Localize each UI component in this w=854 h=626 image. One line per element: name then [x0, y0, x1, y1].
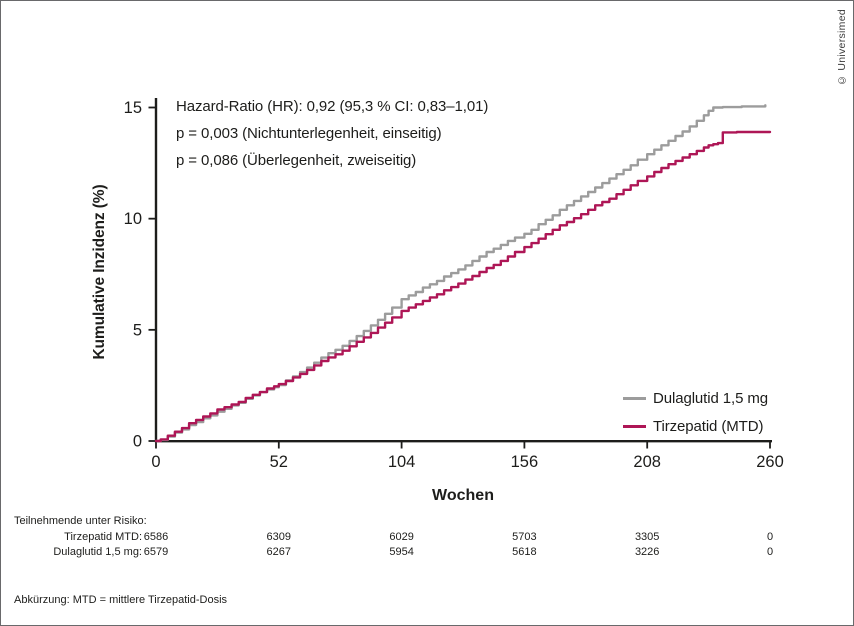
x-axis-tick-label: 0	[151, 453, 160, 471]
risk-table-title: Teilnehmende unter Risiko:	[14, 515, 147, 527]
x-axis-tick-label: 52	[270, 453, 288, 471]
x-axis-title: Wochen	[432, 487, 494, 504]
dulaglutid-line-swatch	[623, 396, 646, 400]
y-axis-tick-label: 10	[124, 210, 142, 228]
p-value-superiority-text: p = 0,086 (Überlegenheit, zweiseitig)	[176, 152, 417, 169]
stats-annotation: Hazard-Ratio (HR): 0,92 (95,3 % CI: 0,83…	[176, 93, 488, 174]
y-axis-tick-label: 0	[133, 433, 142, 451]
risk-value: 6586	[143, 531, 169, 543]
y-axis-tick-label: 5	[133, 321, 142, 339]
legend-item-dulaglutid: Dulaglutid 1,5 mg	[623, 384, 768, 412]
x-axis-tick-label: 260	[756, 453, 784, 471]
x-axis-tick-label: 104	[388, 453, 416, 471]
risk-value: 5703	[512, 531, 537, 543]
risk-value: 0	[766, 531, 774, 543]
y-axis-tick-label: 15	[124, 99, 142, 117]
risk-value: 6267	[266, 546, 292, 558]
x-axis-tick-label: 156	[511, 453, 539, 471]
risk-value: 6579	[143, 546, 169, 558]
legend-label-dulaglutid: Dulaglutid 1,5 mg	[653, 389, 769, 407]
chart-legend: Dulaglutid 1,5 mg Tirzepatid (MTD)	[623, 384, 768, 440]
abbreviation-footnote: Abkürzung: MTD = mittlere Tirzepatid-Dos…	[14, 594, 228, 606]
risk-value: 5618	[512, 546, 537, 558]
risk-value: 3305	[634, 531, 660, 543]
copyright-vertical-text: © Universimed	[836, 9, 848, 87]
p-value-noninferiority-text: p = 0,003 (Nichtunterlegenheit, einseiti…	[176, 125, 442, 142]
risk-row-label: Dulaglutid 1,5 mg:	[53, 546, 142, 558]
risk-value: 3226	[634, 546, 660, 558]
x-axis-tick-label: 208	[633, 453, 661, 471]
risk-value: 5954	[389, 546, 414, 558]
series-curve-tirzepatid	[154, 130, 772, 443]
risk-row-label: Tirzepatid MTD:	[64, 531, 142, 543]
legend-label-tirzepatid: Tirzepatid (MTD)	[653, 417, 764, 435]
hazard-ratio-text: Hazard-Ratio (HR): 0,92 (95,3 % CI: 0,83…	[176, 98, 489, 115]
risk-value: 6309	[266, 531, 292, 543]
risk-value: 0	[766, 546, 774, 558]
risk-value: 6029	[389, 531, 414, 543]
tirzepatid-line-swatch	[623, 424, 646, 428]
legend-item-tirzepatid: Tirzepatid (MTD)	[623, 412, 768, 440]
